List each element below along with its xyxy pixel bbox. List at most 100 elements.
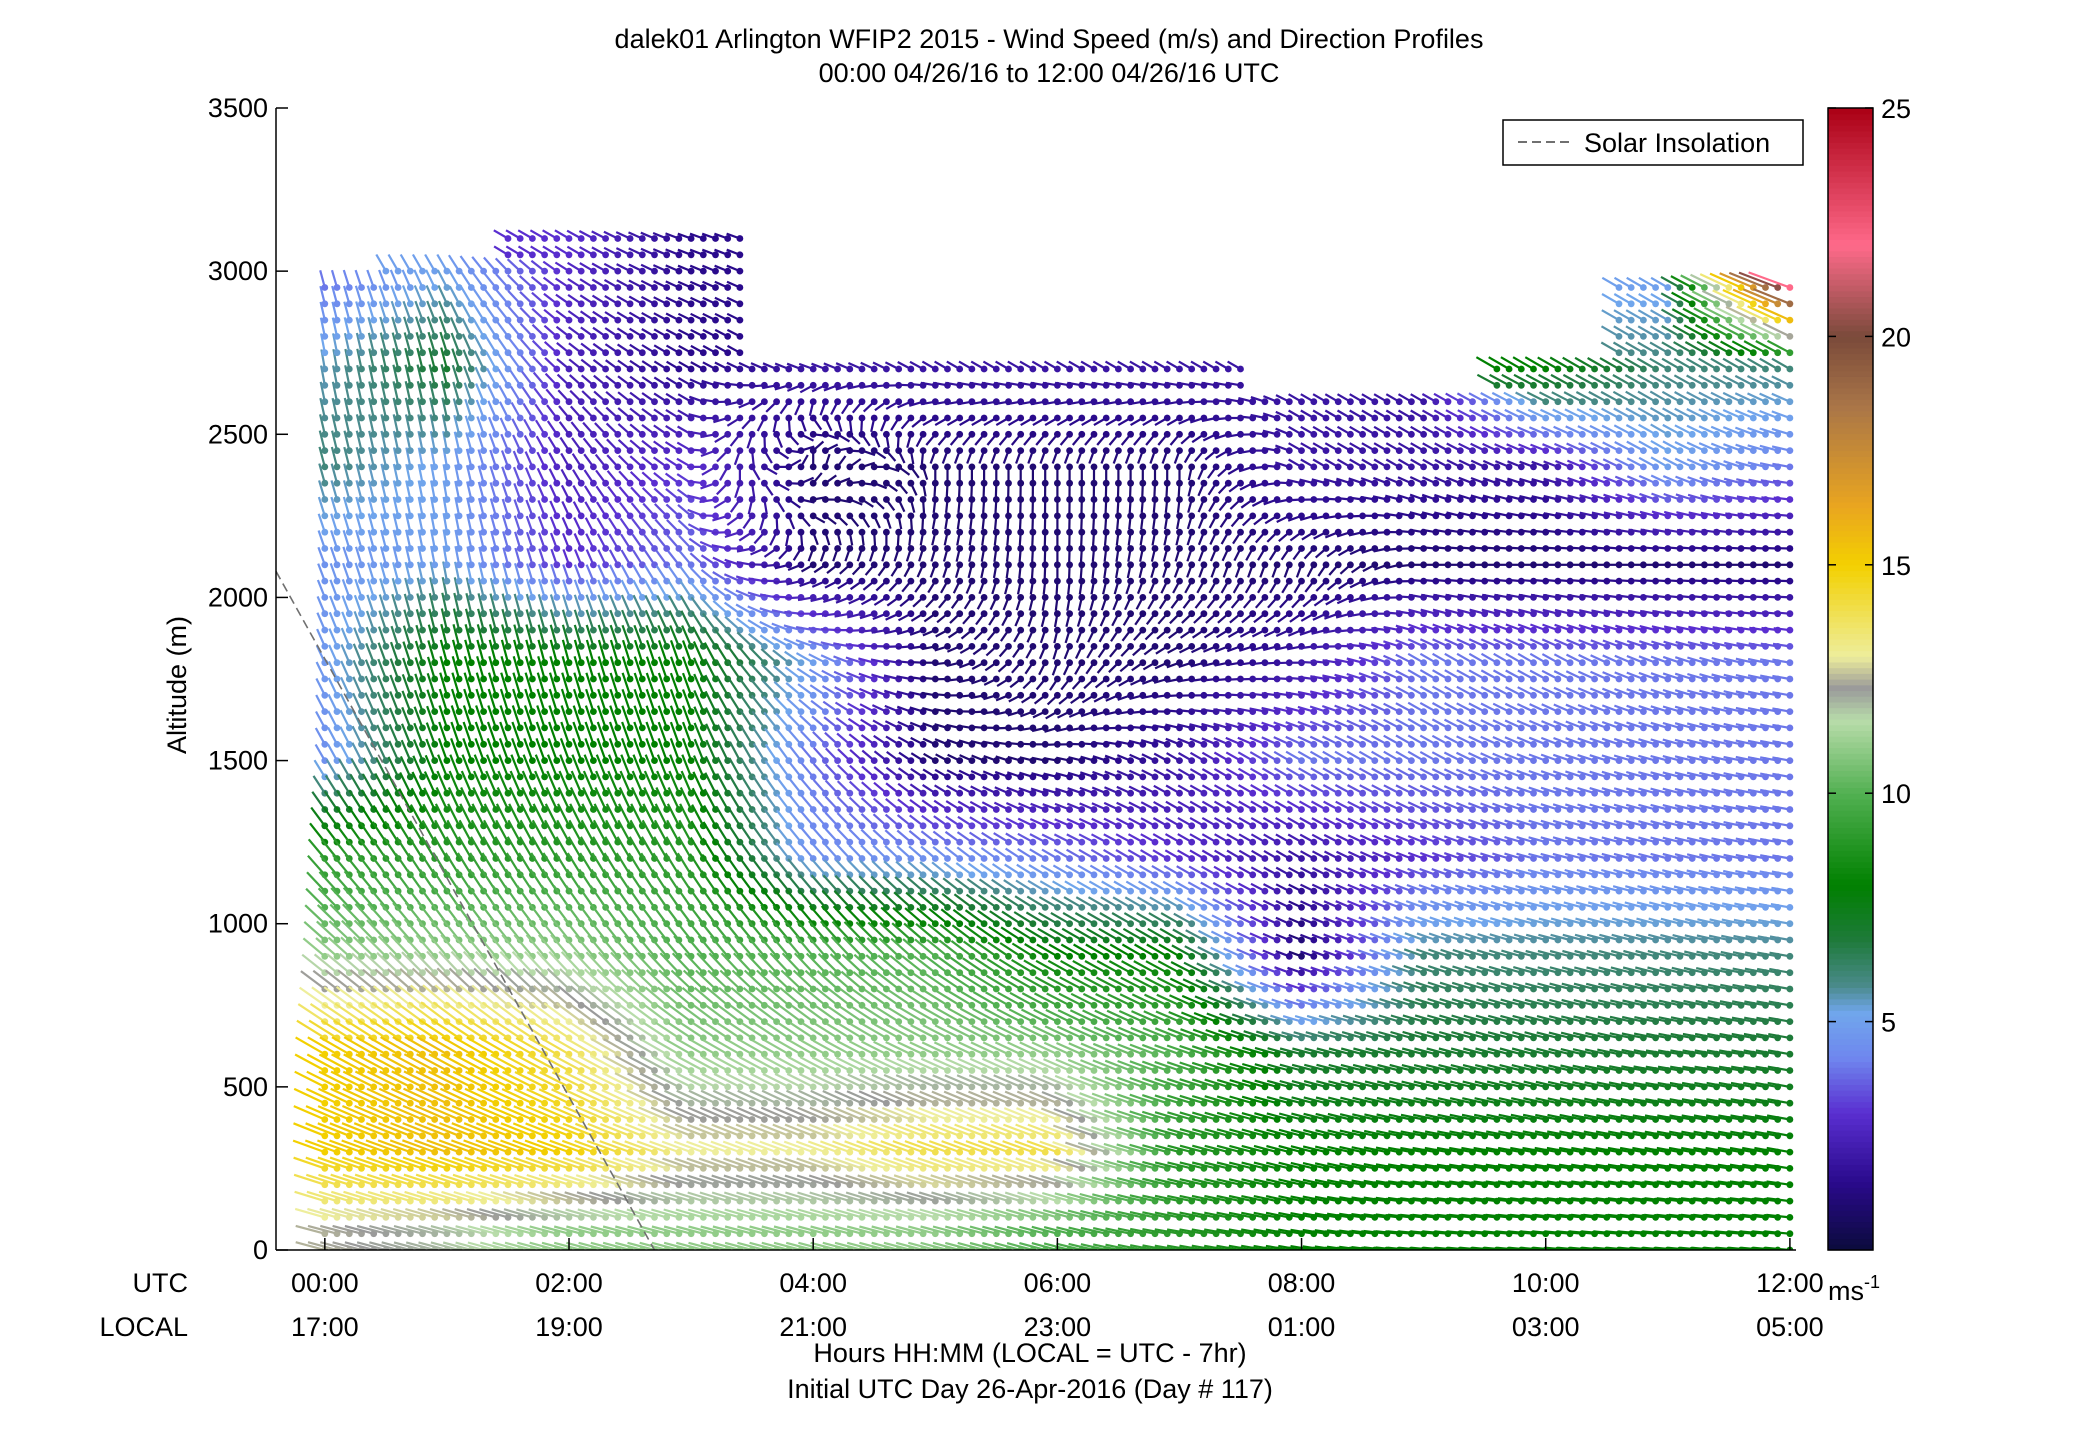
wind-barb-dot — [370, 317, 377, 324]
wind-barb-dot — [578, 496, 585, 503]
wind-barb-dot — [553, 757, 560, 764]
wind-barb-dot — [688, 741, 695, 748]
wind-barb-dot — [383, 741, 390, 748]
wind-barb-dot — [334, 496, 341, 503]
wind-barb-dot — [639, 513, 646, 520]
wind-barb-dot — [370, 366, 377, 373]
wind-barb-dot — [627, 251, 634, 258]
wind-barb-dot — [602, 382, 609, 389]
wind-barb-dot — [529, 741, 536, 748]
wind-barb-dot — [358, 300, 365, 307]
wind-barb-dot — [541, 1149, 548, 1156]
wind-barb-dot — [810, 708, 817, 715]
wind-barb-dot — [676, 1084, 683, 1091]
wind-barb-dot — [358, 317, 365, 324]
wind-barb-dot — [602, 708, 609, 715]
wind-barb-dot — [798, 757, 805, 764]
wind-barb-dot — [358, 398, 365, 405]
wind-barb-dot — [492, 398, 499, 405]
wind-barb-dot — [444, 496, 451, 503]
wind-barb-dot — [492, 480, 499, 487]
wind-barb-dot — [639, 464, 646, 471]
wind-barb-dot — [517, 333, 524, 340]
wind-barb-dot — [419, 561, 426, 568]
wind-barb-dot — [383, 545, 390, 552]
wind-barb-dot — [639, 986, 646, 993]
wind-barb-dot — [602, 349, 609, 356]
wind-barb-dot — [505, 251, 512, 258]
wind-barb-dot — [395, 1149, 402, 1156]
wind-barb-dot — [688, 1132, 695, 1139]
wind-barb-dot — [346, 333, 353, 340]
wind-barb-dot — [383, 594, 390, 601]
wind-barb-dot — [468, 757, 475, 764]
wind-barb-dot — [724, 1149, 731, 1156]
wind-barb-dot — [663, 692, 670, 699]
wind-barb-dot — [444, 529, 451, 536]
wind-barb-dot — [321, 447, 328, 454]
wind-barb-dot — [321, 349, 328, 356]
wind-barb-dot — [737, 529, 744, 536]
wind-barb-dot — [431, 578, 438, 585]
wind-barb-dot — [492, 725, 499, 732]
wind-barb-dot — [651, 757, 658, 764]
wind-barb-dot — [370, 529, 377, 536]
wind-barb-dot — [566, 1149, 573, 1156]
wind-barb-dot — [761, 1084, 768, 1091]
wind-barb-dot — [602, 431, 609, 438]
wind-barb-dot — [553, 725, 560, 732]
wind-barb-dot — [627, 480, 634, 487]
wind-barb-dot — [798, 659, 805, 666]
wind-barb-dot — [785, 464, 792, 471]
wind-barb-dot — [468, 692, 475, 699]
wind-barb-dot — [541, 529, 548, 536]
wind-barb-dot — [785, 513, 792, 520]
wind-barb-dot — [737, 284, 744, 291]
wind-barb-dot — [700, 366, 707, 373]
wind-barb-dot — [614, 431, 621, 438]
wind-barb-dot — [712, 1132, 719, 1139]
wind-barb-dot — [724, 251, 731, 258]
wind-barb-dot — [810, 578, 817, 585]
wind-barb-dot — [761, 1116, 768, 1123]
wind-barb-dot — [700, 317, 707, 324]
wind-barb-dot — [492, 1100, 499, 1107]
wind-barb-dot — [566, 382, 573, 389]
wind-barb-dot — [737, 1132, 744, 1139]
wind-barb-dot — [541, 349, 548, 356]
wind-barb-dot — [553, 398, 560, 405]
wind-barb-dot — [566, 741, 573, 748]
wind-barb-dot — [505, 774, 512, 781]
wind-barb-dot — [627, 235, 634, 242]
wind-barb-dot — [444, 1132, 451, 1139]
wind-barb-dot — [773, 1067, 780, 1074]
wind-barb-dot — [383, 284, 390, 291]
wind-barb-dot — [553, 741, 560, 748]
wind-barb-dot — [541, 382, 548, 389]
wind-barb-dot — [468, 578, 475, 585]
wind-barb-dot — [663, 676, 670, 683]
wind-barb-dot — [541, 513, 548, 520]
wind-barb-dot — [395, 676, 402, 683]
wind-barb-dot — [492, 594, 499, 601]
wind-barb-dot — [370, 643, 377, 650]
wind-barb-dot — [602, 578, 609, 585]
wind-barb-dot — [370, 594, 377, 601]
wind-barb-dot — [419, 774, 426, 781]
wind-barb-dot — [688, 1100, 695, 1107]
wind-barb-dot — [566, 1132, 573, 1139]
wind-barb-dot — [456, 610, 463, 617]
wind-barb-dot — [676, 1100, 683, 1107]
wind-barb-dot — [541, 692, 548, 699]
wind-barb-dot — [737, 366, 744, 373]
wind-barb-dot — [468, 774, 475, 781]
wind-barb-dot — [590, 366, 597, 373]
wind-barb-dot — [370, 398, 377, 405]
wind-barb-dot — [407, 300, 414, 307]
wind-barb-dot — [810, 676, 817, 683]
wind-barb-dot — [334, 349, 341, 356]
wind-barb-dot — [761, 1100, 768, 1107]
wind-barb-dot — [517, 741, 524, 748]
wind-barb-dot — [468, 349, 475, 356]
